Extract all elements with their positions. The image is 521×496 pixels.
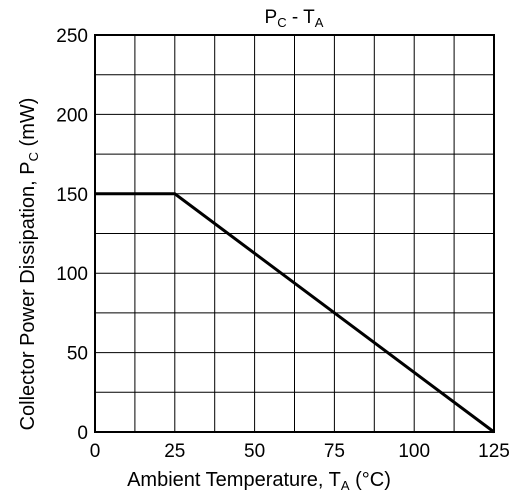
- title-separator: -: [287, 7, 304, 28]
- x-tick-label: 50: [244, 441, 265, 462]
- series-line-power-derating: [95, 192, 495, 434]
- y-tick-label: 0: [77, 423, 88, 444]
- title-p-subscript: C: [277, 15, 286, 30]
- title-p: P: [265, 7, 278, 28]
- series-layer: [95, 192, 495, 434]
- x-tick-label: 75: [324, 441, 345, 462]
- plot-frame: [94, 34, 495, 433]
- x-axis-label-unit: (°C): [350, 469, 391, 491]
- grid: [95, 35, 494, 432]
- x-tick-labels: 0 25 50 75 100 125: [90, 441, 510, 462]
- y-axis-label-subscript: C: [26, 152, 41, 161]
- chart-title: PC - TA: [265, 7, 324, 30]
- y-tick-label: 250: [56, 26, 88, 47]
- y-axis-label-unit: (mW): [17, 98, 39, 152]
- y-axis-label-text: Collector Power Dissipation, P: [17, 161, 39, 430]
- y-tick-label: 50: [67, 344, 88, 365]
- x-tick-label: 0: [90, 441, 101, 462]
- y-tick-label: 100: [56, 264, 88, 285]
- y-axis-label: Collector Power Dissipation, PC (mW): [17, 98, 41, 431]
- y-tick-labels: 0 50 100 150 200 250: [56, 26, 88, 444]
- x-axis-label-text: Ambient Temperature, T: [127, 469, 341, 491]
- title-t: T: [303, 7, 315, 28]
- x-axis-label-subscript: A: [341, 478, 350, 493]
- x-tick-label: 100: [398, 441, 430, 462]
- x-axis-label: Ambient Temperature, TA (°C): [127, 469, 391, 493]
- x-tick-label: 125: [478, 441, 510, 462]
- y-tick-label: 200: [56, 105, 88, 126]
- x-tick-label: 25: [164, 441, 185, 462]
- y-tick-label: 150: [56, 185, 88, 206]
- title-t-subscript: A: [315, 15, 324, 30]
